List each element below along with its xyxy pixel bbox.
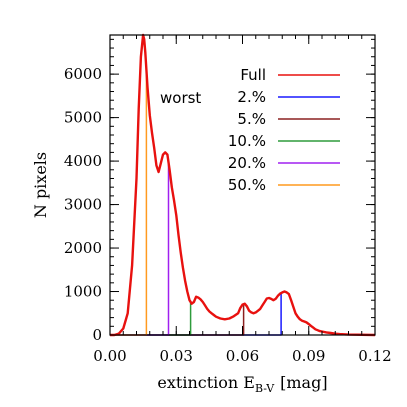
y-tick-label: 3000 <box>64 196 102 214</box>
x-tick-label: 0.00 <box>93 347 126 365</box>
y-tick-label: 5000 <box>64 109 102 127</box>
legend-header: worst <box>160 89 201 107</box>
series-line-full <box>110 33 376 337</box>
plot-series-layer <box>110 33 376 337</box>
x-axis-label-main: extinction E <box>157 373 255 392</box>
y-tick-label: 0 <box>92 326 102 344</box>
y-tick-label: 2000 <box>64 239 102 257</box>
legend-label: 5.% <box>237 110 266 128</box>
legend: worst Full 2.% 5.% 10.% 20.% 50.% <box>160 66 340 194</box>
x-axis-label-subscript: B-V <box>255 382 275 395</box>
y-tick-label: 4000 <box>64 152 102 170</box>
x-axis-label-unit: [mag] <box>280 373 327 392</box>
legend-label: 20.% <box>228 154 266 172</box>
y-tick-label: 1000 <box>64 283 102 301</box>
y-tick-label: 6000 <box>64 65 102 83</box>
legend-label: 10.% <box>228 132 266 150</box>
x-tick-label: 0.12 <box>358 347 391 365</box>
series-line-50pct <box>110 69 349 336</box>
x-tick-label: 0.06 <box>226 347 259 365</box>
legend-label: 2.% <box>237 88 266 106</box>
x-tick-label: 0.09 <box>292 347 325 365</box>
x-tick-label: 0.03 <box>160 347 193 365</box>
axis-ticks-layer: 0.00 0.03 0.06 0.09 0.12 0 1000 2000 3000 4000 500… <box>64 35 392 365</box>
y-axis-label: N pixels <box>31 152 50 218</box>
legend-label: 50.% <box>228 176 266 194</box>
x-axis-label: extinction EB-V [mag] <box>157 373 327 395</box>
legend-label: Full <box>240 66 266 84</box>
